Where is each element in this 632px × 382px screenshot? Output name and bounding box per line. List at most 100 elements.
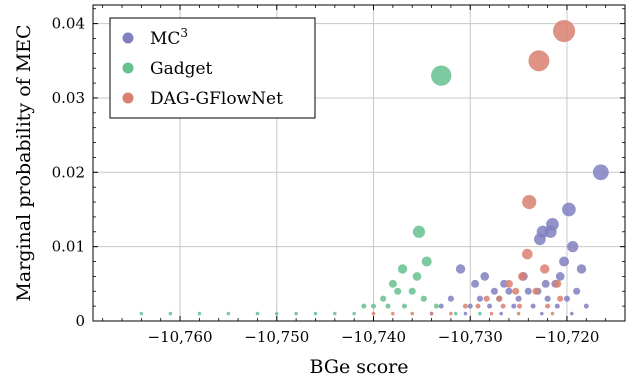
y-tick-label: 0.01 — [52, 238, 85, 256]
y-tick-label: 0.04 — [52, 15, 85, 33]
data-point — [449, 311, 453, 316]
x-tick-label: −10,740 — [341, 328, 406, 346]
data-point — [388, 279, 397, 288]
data-point — [294, 311, 298, 316]
data-point — [352, 311, 356, 316]
data-point — [421, 256, 432, 267]
data-point — [550, 311, 555, 316]
data-point — [410, 311, 414, 316]
data-point — [592, 164, 609, 181]
data-point — [226, 311, 231, 316]
data-point — [530, 303, 536, 309]
data-point — [385, 303, 391, 309]
data-point — [168, 311, 173, 316]
legend-marker — [122, 92, 134, 104]
data-point — [528, 50, 550, 72]
data-points — [139, 19, 609, 316]
data-point — [412, 272, 422, 281]
data-point — [447, 295, 454, 302]
data-point — [504, 279, 513, 288]
data-point — [313, 311, 318, 316]
data-point — [371, 303, 377, 309]
data-point — [583, 303, 589, 309]
data-point — [544, 295, 551, 302]
data-point — [139, 311, 144, 316]
data-point — [471, 279, 480, 288]
data-point — [455, 264, 466, 274]
data-point — [467, 303, 473, 309]
data-point — [524, 287, 532, 295]
data-point — [475, 303, 481, 309]
data-point — [500, 303, 506, 309]
data-point — [380, 295, 387, 302]
data-point — [517, 303, 523, 309]
x-tick-label: −10,720 — [534, 328, 599, 346]
data-point — [431, 65, 452, 86]
data-point — [489, 311, 494, 316]
y-tick-label: 0.02 — [52, 163, 85, 181]
data-point — [391, 311, 395, 316]
data-point — [522, 194, 537, 210]
data-point — [478, 311, 482, 316]
data-point — [480, 272, 490, 281]
legend-marker — [122, 32, 134, 44]
axis-ticks — [93, 5, 626, 322]
legend-label: DAG-GFlowNet — [150, 89, 283, 109]
data-point — [453, 311, 458, 316]
data-point — [483, 295, 490, 302]
data-point — [534, 233, 546, 246]
series-gadget — [139, 65, 482, 316]
data-point — [438, 303, 444, 309]
data-point — [518, 272, 527, 281]
legend-label: MC3 — [150, 26, 188, 49]
data-point — [553, 279, 562, 288]
plot-frame — [92, 4, 626, 322]
data-point — [553, 19, 576, 43]
legend: MC3 Gadget DAG-GFlowNet — [109, 17, 316, 119]
data-point — [521, 248, 533, 260]
data-point — [333, 311, 337, 316]
x-axis-title: BGe score — [310, 356, 409, 378]
data-point — [557, 295, 564, 302]
data-point — [555, 272, 565, 281]
data-point — [567, 241, 579, 253]
data-point — [420, 295, 427, 302]
data-point — [397, 264, 408, 274]
data-point — [541, 279, 550, 288]
data-point — [429, 311, 434, 316]
legend-box — [109, 17, 316, 119]
data-point — [371, 311, 376, 316]
data-point — [275, 311, 279, 316]
data-point — [490, 287, 498, 295]
data-point — [562, 202, 576, 217]
data-point — [401, 303, 407, 309]
legend-marker — [122, 62, 134, 74]
data-point — [462, 303, 468, 309]
data-point — [576, 264, 587, 274]
legend-label: Gadget — [150, 59, 213, 79]
x-tick-label: −10,760 — [148, 328, 213, 346]
data-point — [476, 295, 483, 302]
data-point — [516, 311, 521, 316]
data-point — [505, 287, 513, 295]
data-point — [463, 311, 468, 316]
data-point — [540, 311, 544, 316]
data-point — [499, 311, 503, 316]
series-dag-gflownet — [371, 19, 576, 316]
data-point — [545, 303, 551, 309]
data-point — [540, 264, 550, 274]
data-point — [511, 303, 517, 309]
data-point — [408, 287, 416, 295]
y-tick-label: 0 — [75, 312, 85, 330]
data-point — [255, 311, 260, 316]
data-point — [515, 295, 522, 302]
y-axis-title: Marginal probability of MEC — [13, 24, 35, 301]
data-point — [573, 287, 581, 295]
x-tick-label: −10,750 — [244, 328, 309, 346]
data-point — [532, 287, 540, 295]
data-point — [197, 311, 202, 316]
data-point — [394, 287, 402, 295]
data-point — [563, 295, 571, 302]
